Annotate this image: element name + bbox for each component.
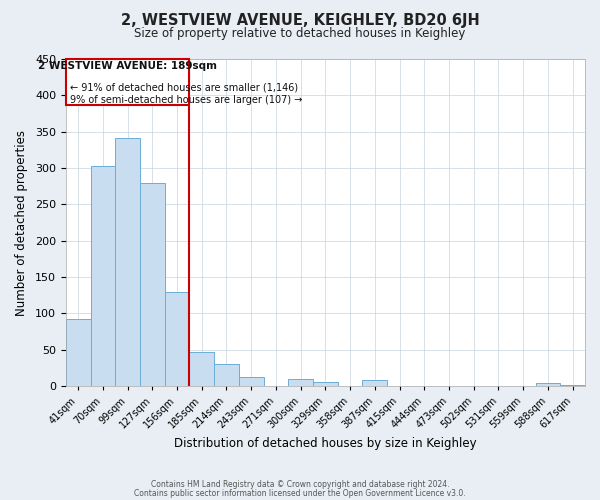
Bar (239, 376, 263, 386)
Bar (115, 138, 140, 386)
Text: 2, WESTVIEW AVENUE, KEIGHLEY, BD20 6JH: 2, WESTVIEW AVENUE, KEIGHLEY, BD20 6JH (121, 12, 479, 28)
FancyBboxPatch shape (66, 59, 190, 105)
Text: Size of property relative to detached houses in Keighley: Size of property relative to detached ho… (134, 28, 466, 40)
Bar (362, 380, 387, 386)
X-axis label: Distribution of detached houses by size in Keighley: Distribution of detached houses by size … (174, 437, 477, 450)
Bar (536, 383, 560, 386)
Text: ← 91% of detached houses are smaller (1,146): ← 91% of detached houses are smaller (1,… (70, 83, 298, 93)
Bar (91, 166, 115, 386)
Bar (289, 379, 313, 386)
Bar (164, 292, 190, 386)
Bar (140, 182, 164, 386)
Text: 2 WESTVIEW AVENUE: 189sqm: 2 WESTVIEW AVENUE: 189sqm (38, 61, 217, 71)
Bar (66, 318, 91, 386)
Text: Contains public sector information licensed under the Open Government Licence v3: Contains public sector information licen… (134, 488, 466, 498)
Bar (214, 364, 239, 386)
Y-axis label: Number of detached properties: Number of detached properties (15, 130, 28, 316)
Bar (190, 352, 214, 386)
Text: Contains HM Land Registry data © Crown copyright and database right 2024.: Contains HM Land Registry data © Crown c… (151, 480, 449, 489)
Text: 9% of semi-detached houses are larger (107) →: 9% of semi-detached houses are larger (1… (70, 94, 302, 104)
Bar (313, 382, 338, 386)
Bar (560, 384, 585, 386)
